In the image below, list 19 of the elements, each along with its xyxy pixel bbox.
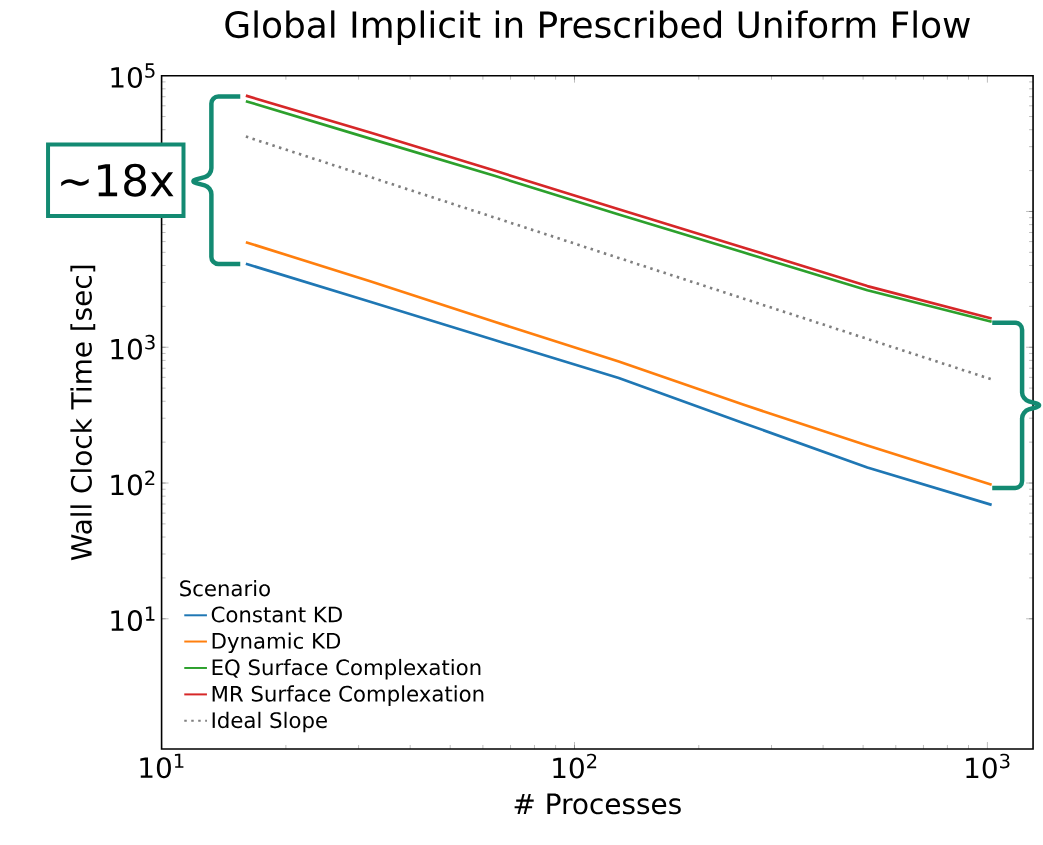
y-tick-label: 10$^{3}$ xyxy=(111,335,155,360)
legend-label: MR Surface Complexation xyxy=(212,685,484,707)
x-tick-label: 10$^{1}$ xyxy=(140,753,184,779)
chart-title: Global Implicit in Prescribed Uniform Flow xyxy=(225,10,970,46)
annotation: ~18x xyxy=(61,163,174,198)
legend-label: EQ Surface Complexation xyxy=(212,659,481,680)
legend-label: Dynamic KD xyxy=(212,632,341,654)
y-tick-label: 10$^{5}$ xyxy=(111,63,155,89)
x-tick-label: 10$^{3}$ xyxy=(966,753,1010,779)
x-axis-title: # Processes xyxy=(514,793,681,815)
legend-label: Ideal Slope xyxy=(212,711,327,733)
y-tick-label: 10$^{2}$ xyxy=(111,470,155,496)
x-tick-label: 10$^{2}$ xyxy=(553,753,597,779)
legend-label: Constant KD xyxy=(211,606,342,623)
y-tick-label: 10$^{1}$ xyxy=(111,606,155,632)
y-axis-title: Wall Clock Time [sec] xyxy=(70,266,96,561)
line-series xyxy=(244,262,993,507)
line-series xyxy=(244,241,993,487)
legend-title: Scenario xyxy=(180,580,270,597)
